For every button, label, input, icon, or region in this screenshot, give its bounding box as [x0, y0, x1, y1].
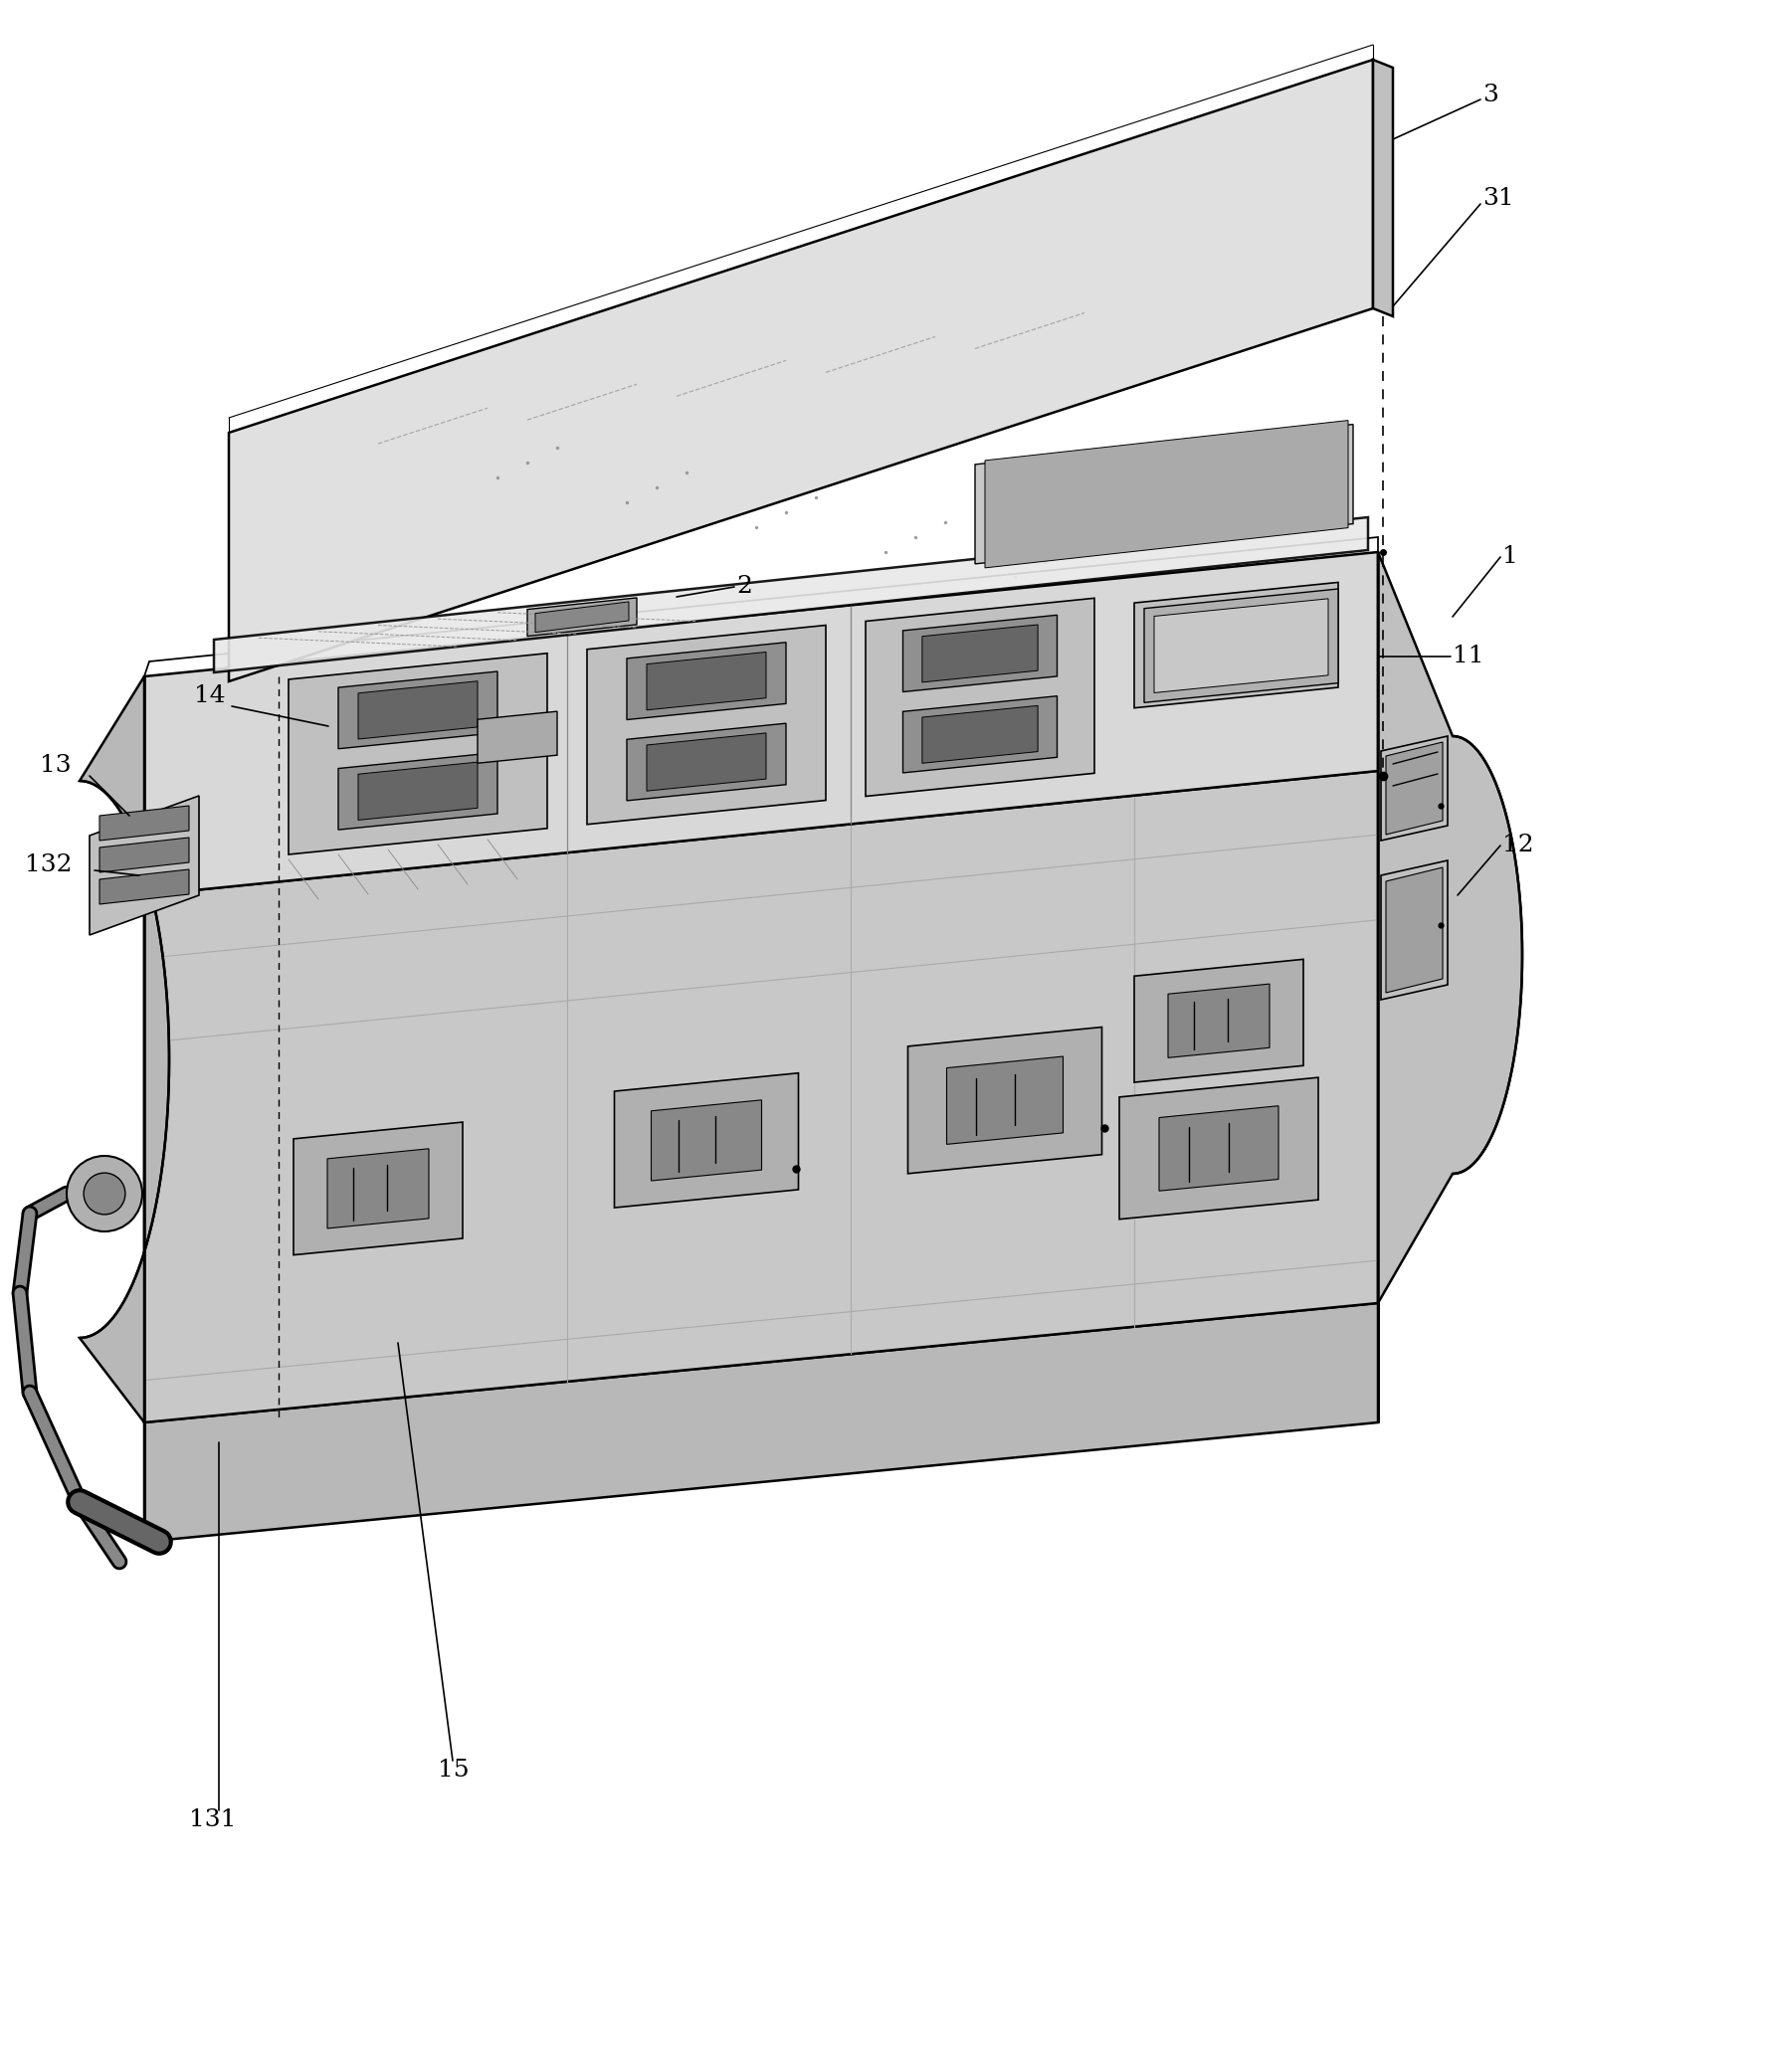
Polygon shape — [615, 1073, 798, 1208]
Text: 3: 3 — [1482, 83, 1498, 106]
Polygon shape — [230, 60, 1372, 682]
Polygon shape — [145, 1303, 1377, 1542]
Polygon shape — [652, 1100, 761, 1181]
Polygon shape — [985, 421, 1347, 568]
Text: 13: 13 — [41, 754, 71, 777]
Text: 15: 15 — [438, 1759, 470, 1782]
Polygon shape — [627, 723, 786, 800]
Polygon shape — [358, 762, 477, 821]
Polygon shape — [535, 601, 629, 632]
Polygon shape — [99, 870, 189, 903]
Text: 131: 131 — [189, 1809, 237, 1832]
Polygon shape — [902, 696, 1058, 773]
Polygon shape — [528, 597, 638, 636]
Polygon shape — [1134, 582, 1339, 709]
Polygon shape — [1386, 742, 1443, 835]
Polygon shape — [99, 806, 189, 841]
Polygon shape — [327, 1148, 429, 1229]
Polygon shape — [1381, 736, 1448, 841]
Polygon shape — [646, 733, 766, 792]
Circle shape — [67, 1156, 143, 1231]
Polygon shape — [145, 551, 1377, 895]
Polygon shape — [99, 837, 189, 872]
Polygon shape — [477, 711, 556, 762]
Text: 1: 1 — [1503, 545, 1519, 568]
Text: 2: 2 — [736, 576, 752, 599]
Text: 132: 132 — [25, 854, 72, 876]
Polygon shape — [1144, 588, 1339, 702]
Polygon shape — [1134, 959, 1303, 1082]
Polygon shape — [902, 615, 1058, 692]
Polygon shape — [339, 671, 498, 748]
Polygon shape — [1377, 551, 1522, 1303]
Polygon shape — [145, 771, 1377, 1423]
Polygon shape — [922, 707, 1038, 762]
Polygon shape — [1120, 1077, 1317, 1218]
Polygon shape — [865, 599, 1095, 796]
Polygon shape — [288, 653, 547, 854]
Circle shape — [83, 1173, 125, 1214]
Polygon shape — [358, 682, 477, 740]
Text: 11: 11 — [1453, 644, 1483, 667]
Polygon shape — [627, 642, 786, 719]
Polygon shape — [293, 1123, 463, 1256]
Text: 14: 14 — [194, 686, 226, 709]
Polygon shape — [947, 1057, 1063, 1144]
Text: 12: 12 — [1503, 835, 1535, 858]
Polygon shape — [975, 425, 1353, 564]
Polygon shape — [908, 1028, 1102, 1173]
Text: 31: 31 — [1482, 186, 1513, 211]
Polygon shape — [90, 796, 200, 934]
Polygon shape — [1158, 1106, 1279, 1191]
Polygon shape — [1155, 599, 1328, 692]
Polygon shape — [1372, 60, 1393, 317]
Polygon shape — [1167, 984, 1270, 1057]
Polygon shape — [586, 626, 826, 825]
Polygon shape — [339, 752, 498, 829]
Polygon shape — [1381, 860, 1448, 999]
Polygon shape — [214, 518, 1369, 673]
Polygon shape — [79, 675, 170, 1423]
Polygon shape — [1386, 868, 1443, 992]
Polygon shape — [646, 653, 766, 711]
Polygon shape — [922, 624, 1038, 682]
